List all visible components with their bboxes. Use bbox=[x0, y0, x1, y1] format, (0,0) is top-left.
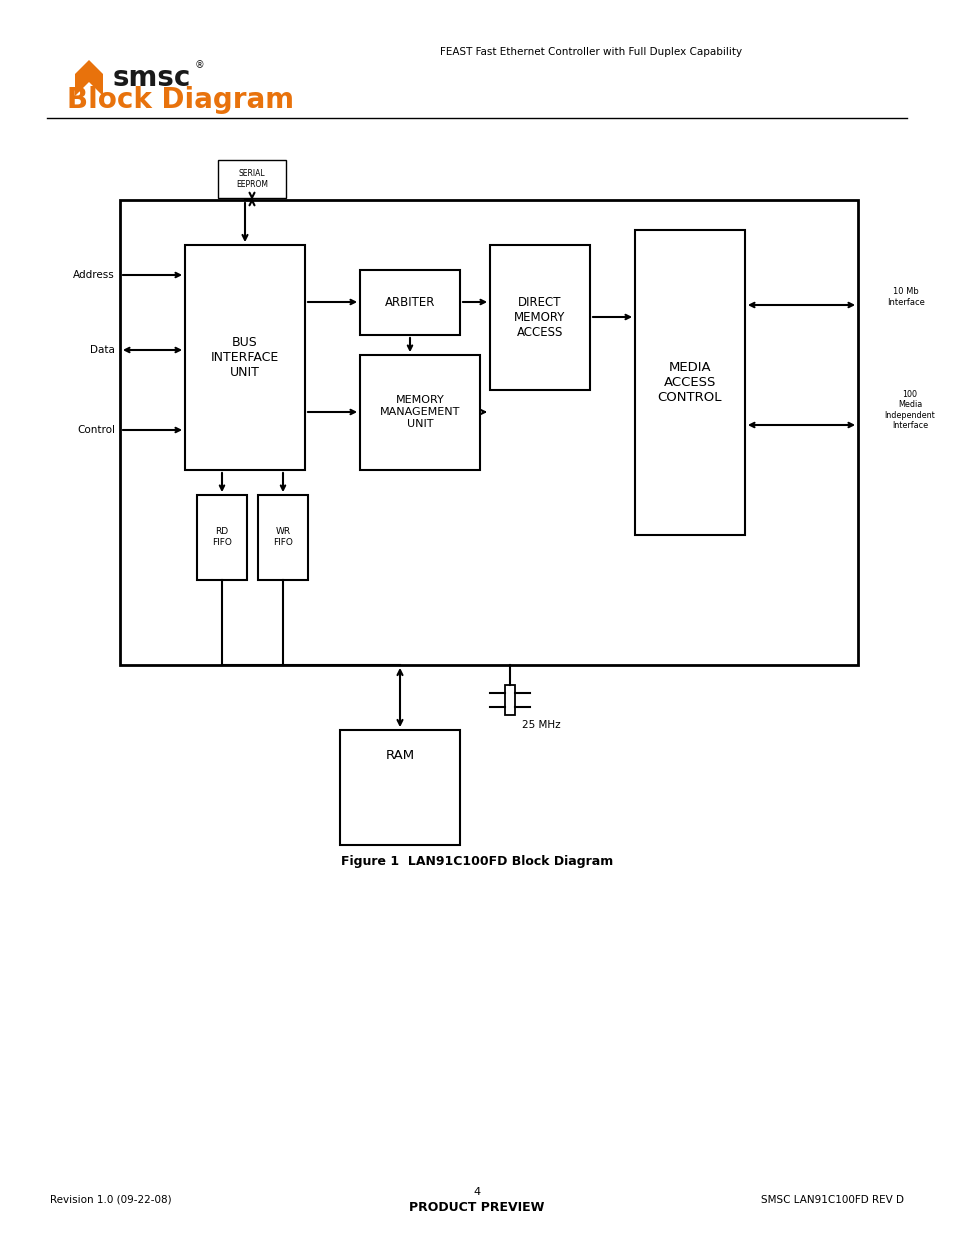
Bar bbox=[490, 245, 589, 390]
Text: MEDIA
ACCESS
CONTROL: MEDIA ACCESS CONTROL bbox=[657, 361, 721, 404]
Text: RD
FIFO: RD FIFO bbox=[212, 527, 232, 547]
Text: MEMORY
MANAGEMENT
UNIT: MEMORY MANAGEMENT UNIT bbox=[379, 395, 459, 429]
Bar bbox=[635, 230, 744, 535]
Text: Data: Data bbox=[90, 345, 115, 354]
Bar bbox=[359, 270, 459, 335]
Text: ®: ® bbox=[194, 61, 205, 70]
Text: Revision 1.0 (09-22-08): Revision 1.0 (09-22-08) bbox=[50, 1195, 172, 1205]
Text: Address: Address bbox=[73, 270, 115, 280]
Text: WR
FIFO: WR FIFO bbox=[273, 527, 293, 547]
Text: Control: Control bbox=[77, 425, 115, 435]
Text: SMSC LAN91C100FD REV D: SMSC LAN91C100FD REV D bbox=[760, 1195, 903, 1205]
Bar bbox=[504, 685, 515, 715]
Bar bbox=[196, 495, 247, 580]
Polygon shape bbox=[89, 61, 103, 96]
Text: 4: 4 bbox=[473, 1187, 480, 1197]
Polygon shape bbox=[75, 61, 89, 96]
Bar bbox=[359, 354, 479, 471]
Text: RAM: RAM bbox=[385, 748, 415, 762]
Text: FEAST Fast Ethernet Controller with Full Duplex Capability: FEAST Fast Ethernet Controller with Full… bbox=[439, 47, 741, 57]
Bar bbox=[257, 495, 308, 580]
Text: 10 Mb
Interface: 10 Mb Interface bbox=[886, 288, 924, 306]
Text: ARBITER: ARBITER bbox=[384, 295, 435, 309]
Text: BUS
INTERFACE
UNIT: BUS INTERFACE UNIT bbox=[211, 336, 279, 378]
Text: 25 MHz: 25 MHz bbox=[521, 720, 560, 730]
Bar bbox=[120, 200, 857, 664]
Text: 100
Media
Independent
Interface: 100 Media Independent Interface bbox=[883, 390, 934, 430]
Bar bbox=[218, 161, 286, 198]
Text: SERIAL
EEPROM: SERIAL EEPROM bbox=[235, 169, 268, 189]
Bar bbox=[339, 730, 459, 845]
Text: Block Diagram: Block Diagram bbox=[67, 86, 294, 114]
Text: PRODUCT PREVIEW: PRODUCT PREVIEW bbox=[409, 1202, 544, 1214]
Text: smsc: smsc bbox=[112, 64, 192, 91]
Bar bbox=[185, 245, 305, 471]
Text: Figure 1  LAN91C100FD Block Diagram: Figure 1 LAN91C100FD Block Diagram bbox=[340, 856, 613, 868]
Text: DIRECT
MEMORY
ACCESS: DIRECT MEMORY ACCESS bbox=[514, 295, 565, 338]
